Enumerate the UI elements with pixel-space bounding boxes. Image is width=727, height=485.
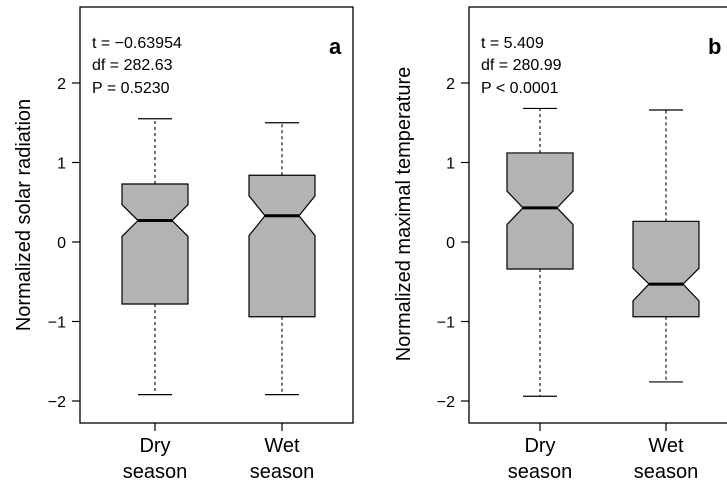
y-tick-label: 2	[446, 76, 455, 93]
stat-t: t = −0.63954	[92, 35, 182, 52]
stats-annotation: t = 5.409 df = 280.99 P < 0.0001	[481, 35, 562, 97]
y-axis-ticks: −2 −1 0 1 2	[48, 76, 80, 411]
category-label-line2: season	[123, 461, 188, 483]
y-tick-label: 1	[57, 156, 66, 173]
panel-a-solar-radiation: Normalized solar radiation −2 −1 0 1 2 Dry se…	[13, 6, 354, 483]
category-label-line1: Wet	[648, 435, 684, 457]
y-tick-label: 0	[57, 235, 66, 252]
y-axis-label: Normalized solar radiation	[13, 99, 35, 331]
category-label-line2: season	[634, 461, 699, 483]
stat-t: t = 5.409	[481, 35, 544, 52]
boxplots	[121, 118, 316, 396]
y-tick-label: 0	[446, 235, 455, 252]
category-label-line1: Dry	[139, 435, 170, 457]
y-tick-label: 1	[446, 156, 455, 173]
y-tick-label: −2	[48, 394, 66, 411]
y-axis-label: Normalized maximal temperature	[393, 67, 415, 362]
stats-annotation: t = −0.63954 df = 282.63 P = 0.5230	[92, 35, 182, 97]
y-axis-ticks: −2 −1 0 1 2	[437, 76, 469, 411]
category-label-line1: Dry	[524, 435, 555, 457]
panel-b-maximal-temperature: Normalized maximal temperature −2 −1 0 1 2 D…	[393, 6, 727, 483]
y-tick-label: −2	[437, 394, 455, 411]
stat-df: df = 282.63	[92, 57, 173, 74]
y-tick-label: 2	[57, 76, 66, 93]
category-label-line2: season	[508, 461, 573, 483]
box-notched	[506, 152, 574, 270]
box-notched	[632, 220, 700, 318]
boxplots	[506, 107, 700, 397]
y-tick-label: −1	[437, 315, 455, 332]
category-label-line1: Wet	[264, 435, 300, 457]
x-axis-categories: Dry season Wet season	[508, 423, 699, 483]
category-label-line2: season	[250, 461, 315, 483]
stat-p: P = 0.5230	[92, 80, 170, 97]
stat-df: df = 280.99	[481, 57, 562, 74]
plot-frame	[79, 6, 354, 424]
plot-frame	[468, 6, 727, 424]
box-notched	[248, 174, 316, 318]
panel-letter: b	[708, 34, 721, 59]
x-axis-categories: Dry season Wet season	[123, 423, 315, 483]
box-notched	[121, 183, 189, 305]
stat-p: P < 0.0001	[481, 80, 559, 97]
y-tick-label: −1	[48, 315, 66, 332]
panel-letter: a	[329, 34, 342, 59]
